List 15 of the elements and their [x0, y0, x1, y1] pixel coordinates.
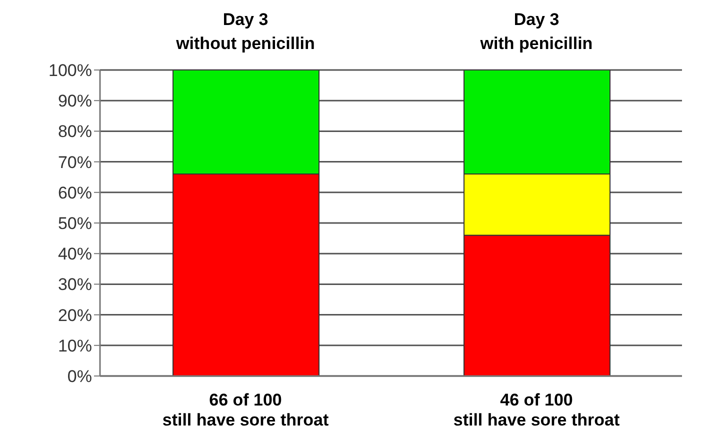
- x-tick-label: 46 of 100 still have sore throat: [453, 390, 620, 430]
- y-tick-label: 60%: [58, 183, 92, 202]
- y-tick-label: 70%: [58, 152, 92, 172]
- y-tick-label: 50%: [58, 214, 92, 234]
- y-tick-label: 30%: [58, 275, 92, 294]
- x-tick-label: 66 of 100 still have sore throat: [162, 390, 329, 430]
- y-tick-label: 90%: [58, 92, 92, 111]
- y-tick-label: 10%: [58, 336, 92, 356]
- y-tick-label: 100%: [48, 61, 92, 80]
- y-tick-label: 80%: [58, 122, 92, 142]
- text: Day 3 without penicillin: [175, 9, 316, 55]
- y-tick-label: 20%: [58, 306, 92, 325]
- y-tick-label: 0%: [67, 367, 92, 386]
- y-tick-label: 40%: [58, 244, 92, 264]
- text: Day 3 with penicillin: [479, 9, 594, 55]
